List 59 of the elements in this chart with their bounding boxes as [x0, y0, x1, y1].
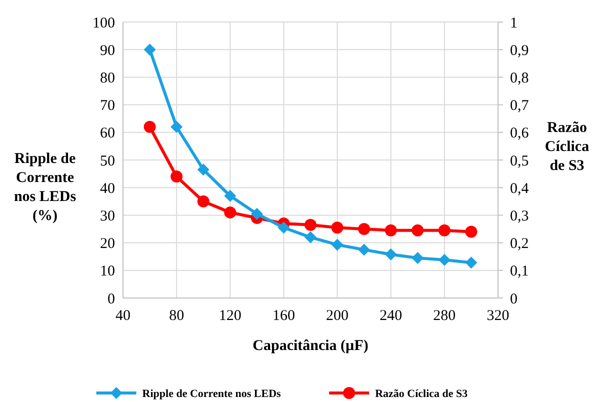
x-tick-label: 200: [326, 308, 349, 324]
y-tick-label: 80: [100, 70, 115, 86]
point: [358, 223, 370, 235]
point: [412, 252, 424, 264]
x-tick-label: 160: [272, 308, 295, 324]
point: [438, 224, 450, 236]
x-tick-label: 280: [433, 308, 456, 324]
point: [465, 256, 478, 269]
legend-label: Razão Cíclica de S3: [375, 388, 468, 400]
y2-axis-title: Razão Cíclica de S3: [544, 120, 590, 174]
x-tick-label: 40: [116, 308, 130, 324]
y-tick-label: 10: [100, 264, 115, 280]
point: [304, 231, 316, 244]
point: [197, 164, 210, 176]
point: [384, 248, 397, 260]
y-axis-title: Ripple de Corrente nos LEDs (%): [14, 151, 76, 224]
point: [465, 226, 478, 238]
y-tick-label: 30: [100, 208, 115, 224]
y2-tick-label: 0,2: [510, 236, 529, 252]
y2-tick-label: 0,6: [510, 126, 530, 142]
point: [384, 224, 397, 236]
y2-tick-label: 0,4: [510, 180, 530, 197]
point: [224, 206, 236, 218]
y-tick-label: 100: [92, 15, 115, 32]
x-tick-label: 240: [380, 308, 402, 324]
point: [250, 208, 263, 220]
y-tick-label: 40: [100, 180, 115, 197]
y2-tick-label: 0: [510, 291, 518, 308]
y-tick-label: 20: [100, 236, 115, 252]
point: [144, 44, 156, 56]
y-tick-label: 50: [100, 153, 115, 170]
point: [197, 195, 210, 208]
point: [170, 120, 183, 133]
legend-label: Ripple de Corrente nos LEDs: [142, 388, 282, 400]
y2-tick-label: 0,3: [510, 208, 529, 224]
point: [438, 254, 450, 266]
x-tick-label: 320: [486, 308, 510, 324]
y-tick-label: 60: [100, 126, 115, 142]
point: [304, 218, 316, 231]
y-tick-label: 70: [100, 98, 115, 114]
point: [170, 170, 183, 183]
y2-tick-label: 1: [510, 15, 518, 32]
point: [144, 120, 156, 133]
y-tick-label: 90: [100, 42, 115, 59]
point: [331, 222, 344, 234]
y2-tick-label: 0,9: [510, 42, 529, 59]
x-tick-label: 120: [218, 308, 242, 324]
x-tick-label: 80: [169, 308, 184, 324]
point: [278, 222, 290, 234]
point: [331, 238, 344, 251]
y2-tick-label: 0,8: [510, 70, 529, 86]
y2-tick-label: 0,7: [510, 98, 530, 114]
y2-tick-label: 0,1: [510, 264, 529, 280]
point: [358, 244, 370, 256]
y2-tick-label: 0,5: [510, 153, 529, 170]
point: [412, 224, 424, 236]
x-axis-title: Capacitância (µF): [252, 338, 368, 354]
y-tick-label: 0: [108, 291, 115, 308]
point: [224, 190, 236, 202]
